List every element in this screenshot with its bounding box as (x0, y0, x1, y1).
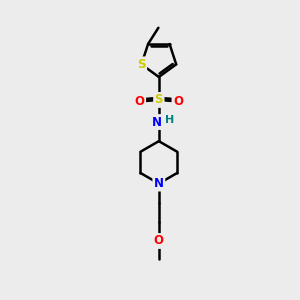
Text: H: H (165, 115, 175, 125)
Text: N: N (152, 116, 162, 128)
Text: S: S (137, 58, 146, 71)
Text: O: O (154, 235, 164, 248)
Text: N: N (154, 177, 164, 190)
Text: O: O (173, 95, 183, 108)
Text: S: S (154, 93, 163, 106)
Text: O: O (135, 95, 145, 108)
